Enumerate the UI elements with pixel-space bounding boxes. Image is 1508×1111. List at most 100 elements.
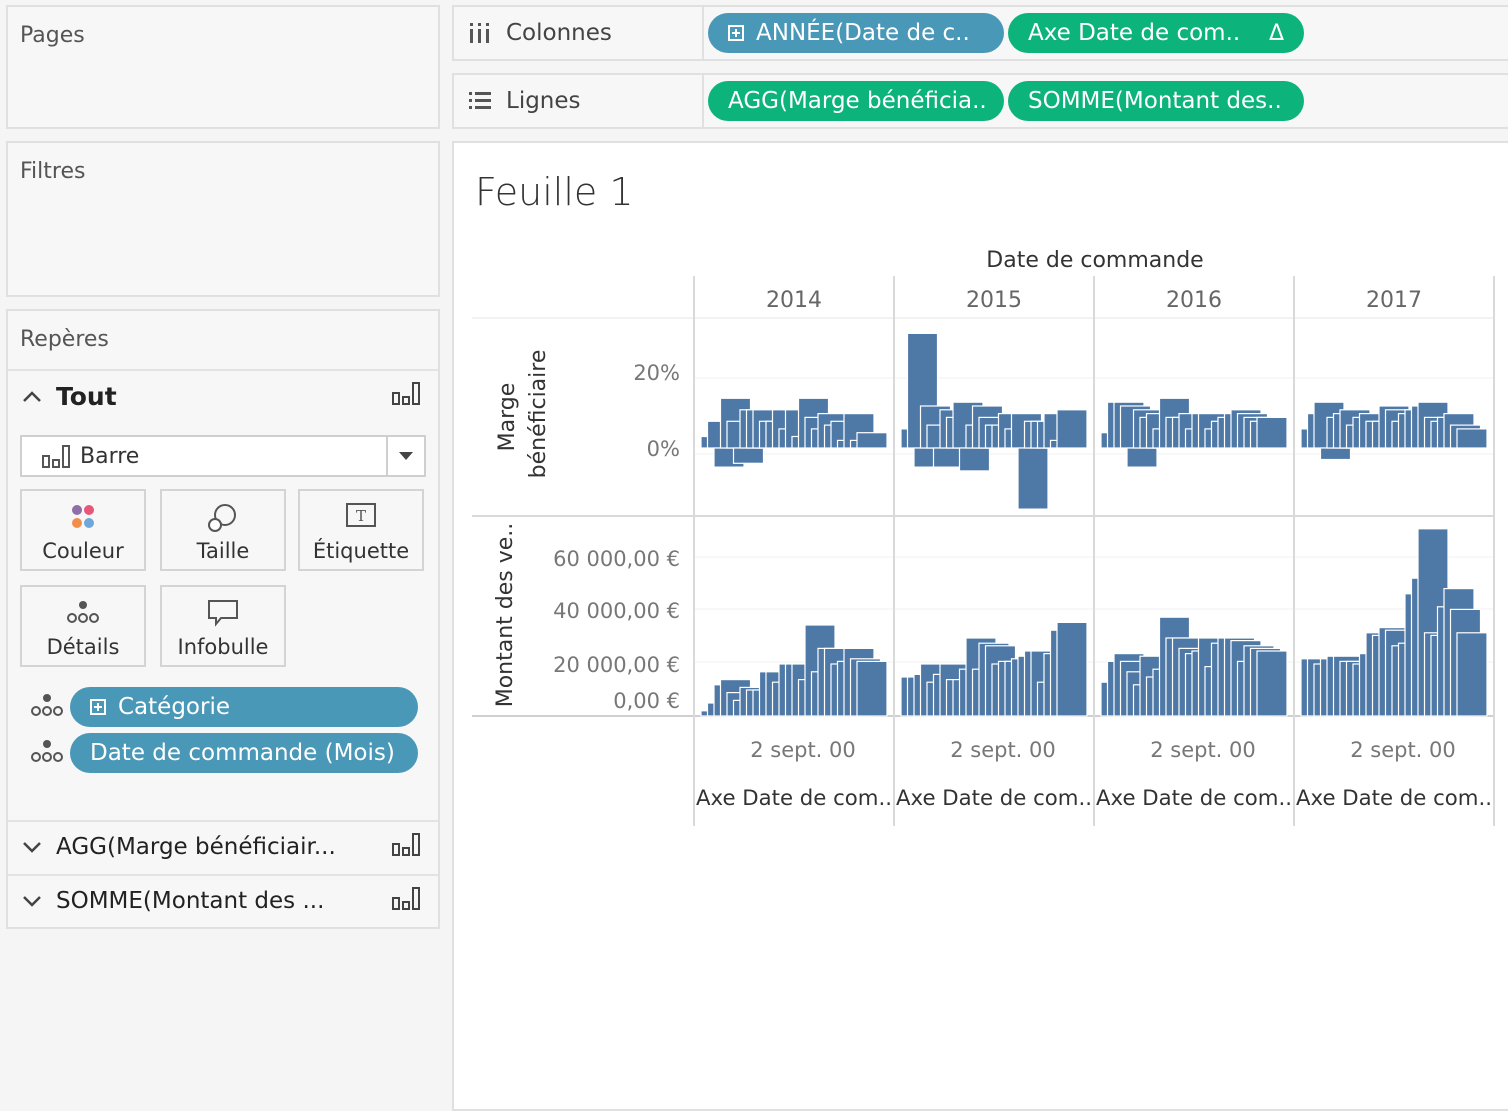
margin-section-label: AGG(Marge bénéficiair... [56,834,336,860]
x-tick-2015: 2 sept. 00 [950,738,1056,762]
bar-mark-icon [42,444,70,468]
sales-tick-0: 0,00 € [613,689,680,713]
category-pill-label: Catégorie [118,694,230,720]
margin-bar [1256,416,1288,449]
year-header-2014[interactable]: 2014 [766,288,822,313]
margin-bar [1017,447,1049,510]
size-button[interactable]: Taille [160,489,286,571]
sales-tick-20000: 20 000,00 € [553,653,680,677]
margin-bar [1319,447,1352,461]
mark-type-dropdown[interactable]: Barre [20,435,426,477]
color-icon [22,503,144,531]
color-label: Couleur [42,539,124,563]
chevron-down-icon[interactable] [8,840,56,854]
year-header-2016[interactable]: 2016 [1166,288,1222,313]
detail-label: Détails [46,635,120,659]
margin-bar [1456,428,1488,449]
x-tick-2014: 2 sept. 00 [750,738,856,762]
text-label-icon: T [300,503,422,529]
margin-axis-title-line1[interactable]: Marge [495,383,520,452]
margin-bar [732,447,765,464]
sales-axis-title[interactable]: Montant des ve.. [493,523,518,708]
sales-bar [1456,632,1488,717]
filters-panel[interactable]: Filtres [6,141,440,297]
order-month-pill[interactable]: Date de commande (Mois) [70,733,418,773]
margin-tick-0: 0% [647,437,680,461]
margin-bar [958,447,991,472]
columns-shelf-label: Colonnes [454,7,704,59]
x-tick-2016: 2 sept. 00 [1150,738,1256,762]
order-month-pill-label: Date de commande (Mois) [90,740,395,766]
x-axis-title-2016[interactable]: Axe Date de com.. [1096,786,1292,810]
bars-layer [700,332,1488,717]
label-label: Étiquette [312,539,410,563]
sales-tick-40000: 40 000,00 € [553,599,680,623]
sales-bar [1256,650,1288,717]
rows-shelf-label: Lignes [454,75,704,127]
filters-title: Filtres [20,159,86,184]
marks-margin-section[interactable]: AGG(Marge bénéficiair... [8,820,438,872]
year-header-2017[interactable]: 2017 [1366,288,1422,313]
chart-area[interactable]: Date de commande 2014 2015 2016 2017 Mar… [454,230,1508,930]
column-header-title: Date de commande [986,248,1203,273]
sheet-title: Feuille 1 [475,170,634,214]
margin-agg-pill[interactable]: AGG(Marge bénéficia.. [708,81,1004,121]
size-icon [162,503,284,533]
marks-all-label: Tout [56,381,117,411]
margin-bar [856,432,888,449]
expand-icon[interactable] [90,699,106,715]
pages-title: Pages [20,23,85,48]
pages-panel[interactable]: Pages [6,5,440,129]
margin-agg-pill-label: AGG(Marge bénéficia.. [728,88,987,114]
sales-bar [856,660,888,717]
tooltip-label: Infobulle [177,635,269,659]
year-order-date-pill[interactable]: ANNÉE(Date de c.. [708,13,1004,53]
columns-label: Colonnes [506,20,612,46]
mark-type-value: Barre [80,443,140,469]
svg-text:T: T [356,507,366,525]
margin-bar [1056,409,1088,449]
year-header-2015[interactable]: 2015 [966,288,1022,313]
x-tick-2017: 2 sept. 00 [1350,738,1456,762]
detail-icon [22,599,144,625]
columns-icon [468,22,492,44]
worksheet-canvas[interactable] [452,141,1508,1111]
rows-label: Lignes [506,88,581,114]
margin-axis-title-line2[interactable]: bénéficiaire [526,350,551,479]
year-order-date-pill-label: ANNÉE(Date de c.. [756,20,970,46]
bar-chart-icon [392,381,438,411]
expand-icon[interactable] [728,25,744,41]
x-axis-title-2017[interactable]: Axe Date de com.. [1296,786,1492,810]
x-axis-title-2014[interactable]: Axe Date de com.. [696,786,892,810]
detail-button[interactable]: Détails [20,585,146,667]
sales-section-label: SOMME(Montant des ... [56,888,325,914]
detail-icon [30,738,64,768]
detail-icon [30,692,64,722]
chevron-down-icon[interactable] [386,437,424,475]
order-date-axis-pill-label: Axe Date de com.. [1028,20,1241,46]
marks-sales-section[interactable]: SOMME(Montant des ... [8,874,438,926]
grid-layer [472,276,1495,826]
bar-chart-icon [392,832,438,862]
tooltip-button[interactable]: Infobulle [160,585,286,667]
bar-chart-icon [392,886,438,916]
sales-sum-pill-label: SOMME(Montant des.. [1028,88,1282,114]
label-button[interactable]: T Étiquette [298,489,424,571]
order-date-axis-pill[interactable]: Axe Date de com.. Δ [1008,13,1304,53]
size-label: Taille [196,539,250,563]
chevron-down-icon[interactable] [8,894,56,908]
delta-icon: Δ [1268,20,1284,46]
category-pill[interactable]: Catégorie [70,687,418,727]
margin-bar [1126,447,1158,468]
marks-all-section[interactable]: Tout [8,369,438,421]
marks-title: Repères [20,327,109,352]
sales-sum-pill[interactable]: SOMME(Montant des.. [1008,81,1304,121]
sales-tick-60000: 60 000,00 € [553,547,680,571]
color-button[interactable]: Couleur [20,489,146,571]
tooltip-icon [162,599,284,627]
rows-icon [468,91,492,111]
sales-bar [1056,621,1088,717]
x-axis-title-2015[interactable]: Axe Date de com.. [896,786,1092,810]
margin-tick-20: 20% [633,361,680,385]
chevron-up-icon[interactable] [8,389,56,403]
